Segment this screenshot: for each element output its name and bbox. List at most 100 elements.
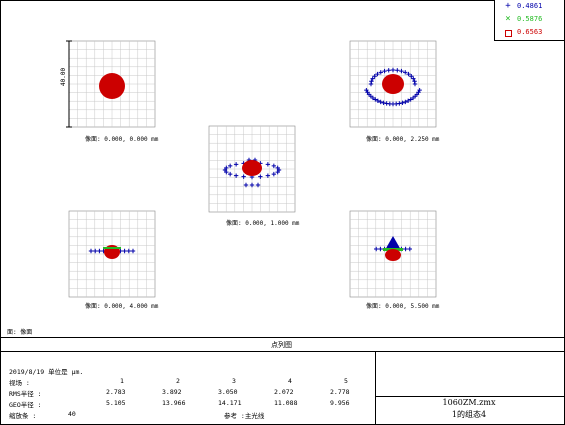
field-number: 2	[176, 377, 180, 385]
spot-plus-marker	[403, 99, 408, 105]
spot-plus-marker	[233, 173, 239, 178]
field-caption-1: 像面: 0.000, 0.000 mm	[85, 136, 159, 143]
spot-plus-marker	[372, 74, 377, 79]
spot-plus-marker	[93, 248, 98, 254]
plot-title: 点列图	[271, 341, 292, 349]
legend-item-2: × 0.5876	[495, 13, 564, 26]
field-caption-2: 像面: 0.000, 2.250 mm	[366, 136, 440, 143]
scale-row-label: 缩放条 :	[9, 412, 37, 420]
field-number: 3	[232, 377, 236, 385]
spot-plus-marker	[275, 165, 280, 171]
field-caption-5: 像面: 0.000, 5.500 mm	[366, 303, 440, 310]
rms-row-label: RMS半径 :	[9, 390, 42, 398]
spot-plus-marker	[375, 71, 380, 77]
spot-plus-marker	[370, 76, 375, 81]
spot-diagram-plots	[66, 40, 437, 298]
configuration-label: 1的组态4	[451, 410, 487, 419]
spot-plus-marker	[126, 248, 131, 254]
spot-plus-marker	[386, 68, 391, 73]
spot-plus-marker	[382, 68, 387, 74]
divider	[375, 351, 376, 424]
spot-plus-marker	[265, 173, 271, 178]
spot-plus-marker	[378, 99, 383, 105]
spot-plus-marker	[97, 248, 102, 254]
spot-plus-marker	[271, 163, 277, 169]
spot-red-blob	[382, 74, 404, 94]
spot-plus-marker	[407, 246, 412, 252]
spot-plus-marker	[395, 68, 400, 73]
geo-value: 14.171	[218, 399, 242, 407]
legend-item-3: 0.6563	[495, 26, 564, 39]
spot-plus-marker	[233, 162, 239, 167]
spot-plus-marker	[403, 246, 408, 252]
legend-item-1: + 0.4861	[495, 0, 564, 13]
spot-blue-cluster	[385, 236, 401, 250]
geo-value: 9.956	[330, 399, 350, 407]
spot-plus-marker	[399, 68, 404, 74]
divider	[375, 396, 565, 397]
geo-value: 11.088	[274, 399, 298, 407]
spot-plus-marker	[364, 87, 369, 93]
geo-value: 5.105	[106, 399, 126, 407]
rms-value: 3.892	[162, 388, 182, 396]
spot-plus-marker	[373, 97, 378, 102]
x-marker-icon: ×	[505, 14, 511, 24]
field-caption-3: 像面: 0.000, 1.000 mm	[226, 220, 300, 227]
spot-green-cluster	[103, 247, 121, 249]
spot-plus-marker	[400, 100, 405, 106]
surface-label: 面: 像面	[7, 329, 33, 336]
geo-row-label: GEO半径 :	[9, 401, 42, 409]
spot-red-blob	[99, 73, 125, 99]
spot-plus-marker	[255, 182, 261, 188]
rms-value: 3.050	[218, 388, 238, 396]
spot-plus-marker	[406, 71, 411, 77]
spot-plus-marker	[275, 169, 280, 175]
spot-plus-marker	[88, 248, 94, 254]
spot-plus-marker	[374, 246, 379, 252]
spot-red-blob	[242, 160, 262, 176]
spot-plus-marker	[241, 174, 246, 179]
spot-plus-marker	[227, 163, 233, 169]
spot-plus-marker	[381, 100, 386, 106]
spot-plus-marker	[390, 67, 396, 73]
legend-label: 0.6563	[517, 28, 543, 36]
field-number: 4	[288, 377, 292, 385]
field-number: 1	[120, 377, 124, 385]
scale-bar-label: 40.00	[60, 67, 67, 86]
rms-value: 2.783	[106, 388, 126, 396]
spot-plus-marker	[409, 74, 414, 79]
spot-plus-marker	[408, 97, 413, 102]
wavelength-legend: + 0.4861 × 0.5876 0.6563	[494, 0, 564, 41]
spot-plus-marker	[410, 95, 416, 101]
square-marker-icon	[505, 30, 512, 37]
spot-plus-marker	[378, 246, 383, 252]
spot-plus-marker	[411, 76, 416, 81]
field-caption-4: 像面: 0.000, 4.000 mm	[85, 303, 159, 310]
file-name: 1060ZM.zmx	[442, 398, 496, 407]
spot-plus-marker	[265, 162, 271, 167]
spot-plus-marker	[403, 70, 408, 75]
divider	[0, 337, 565, 338]
spot-plus-marker	[243, 182, 249, 188]
legend-label: 0.5876	[517, 15, 543, 23]
spot-plus-marker	[412, 81, 418, 87]
date-unit-line: 2019/8/19 单位是 μm.	[9, 368, 84, 376]
spot-plus-marker	[384, 101, 389, 106]
rms-value: 2.072	[274, 388, 294, 396]
divider	[0, 351, 565, 352]
field-number: 5	[344, 377, 348, 385]
spot-red-blob	[385, 249, 401, 261]
reference-label: 参考 :主光线	[224, 412, 265, 420]
rms-value: 2.778	[330, 388, 350, 396]
spot-plus-marker	[122, 248, 127, 254]
field-row-label: 视场 :	[9, 379, 30, 387]
spot-plus-marker	[271, 171, 277, 177]
spot-plus-marker	[227, 171, 233, 177]
geo-value: 13.966	[162, 399, 186, 407]
spot-plus-marker	[405, 98, 411, 104]
legend-label: 0.4861	[517, 2, 543, 10]
spot-plus-marker	[375, 98, 381, 104]
spot-plus-marker	[130, 248, 136, 254]
spot-plus-marker	[378, 70, 383, 75]
scale-value: 40	[68, 410, 76, 418]
